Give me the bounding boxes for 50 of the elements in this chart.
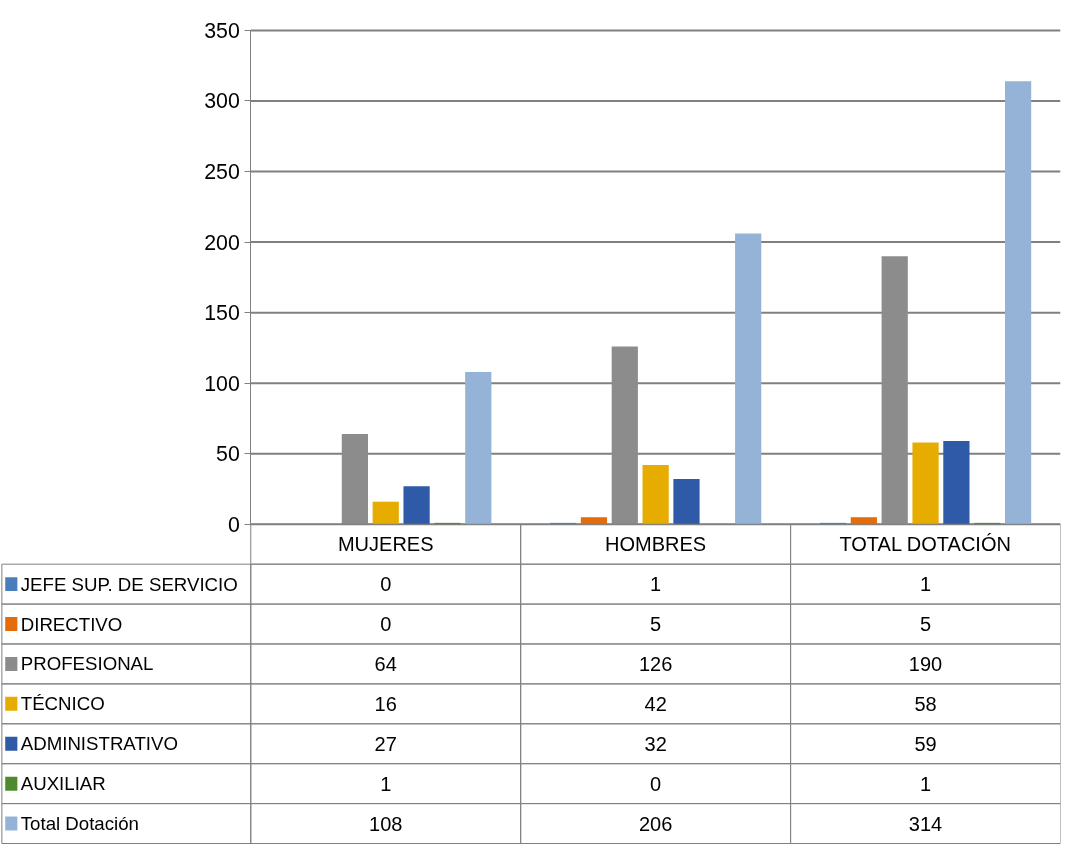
data-label: 32 [644, 732, 667, 755]
data-label: 59 [914, 732, 937, 755]
bar [943, 441, 970, 525]
data-label: 126 [638, 652, 673, 675]
bar [1004, 81, 1032, 525]
y-tick-label: 250 [204, 160, 240, 185]
data-label: 16 [374, 692, 397, 715]
x-tick-label: TOTAL DOTACIÓN [839, 533, 1011, 556]
data-label: 206 [638, 812, 673, 835]
legend-label: ADMINISTRATIVO [20, 733, 178, 755]
bar [642, 465, 669, 525]
data-label: 1 [650, 573, 662, 596]
legend-label: PROFESIONAL [20, 653, 154, 675]
bar [372, 501, 399, 525]
data-label: 1 [919, 772, 932, 795]
data-label: 0 [650, 772, 662, 795]
y-tick-label: 0 [227, 512, 240, 537]
y-tick-label: 100 [204, 371, 240, 396]
bar [912, 442, 939, 525]
data-label: 0 [380, 613, 392, 636]
bar [735, 233, 762, 525]
data-label: 1 [919, 573, 932, 596]
data-label: 42 [644, 692, 667, 715]
bar [580, 517, 608, 525]
y-tick-label: 50 [216, 442, 240, 467]
x-tick-label: MUJERES [337, 533, 434, 556]
legend-label: Total Dotación [20, 813, 139, 835]
legend-label: JEFE SUP. DE SERVICIO [20, 573, 238, 595]
legend-label: DIRECTIVO [20, 613, 123, 635]
legend-label: AUXILIAR [20, 773, 106, 795]
legend-label: TÉCNICO [20, 693, 105, 715]
y-tick-label: 150 [204, 301, 240, 326]
data-label: 64 [374, 652, 397, 675]
bar [673, 479, 700, 525]
y-tick-label: 200 [204, 230, 240, 255]
data-label: 27 [374, 732, 397, 755]
data-label: 58 [914, 692, 937, 715]
x-tick-label: HOMBRES [605, 533, 707, 556]
y-tick-label: 350 [204, 18, 240, 43]
data-label: 5 [919, 613, 932, 636]
bar [465, 371, 492, 525]
data-label: 0 [380, 573, 392, 596]
data-label: 314 [908, 812, 943, 835]
data-label: 108 [369, 812, 403, 835]
bar [850, 517, 877, 525]
data-label: 1 [380, 772, 392, 795]
data-label: 190 [908, 652, 943, 675]
bar [403, 486, 430, 525]
data-label: 5 [650, 613, 662, 636]
y-tick-label: 300 [204, 89, 240, 114]
